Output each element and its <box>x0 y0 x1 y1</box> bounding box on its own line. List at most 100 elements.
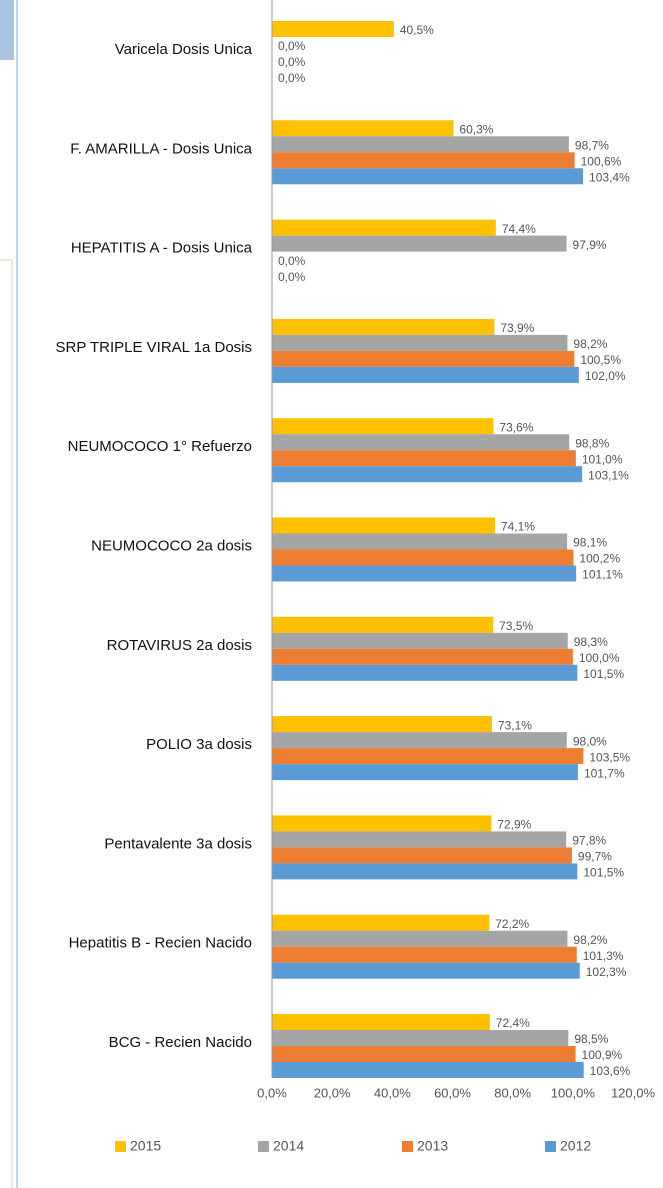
value-label: 101,1% <box>582 568 623 582</box>
value-label: 98,2% <box>573 337 607 351</box>
value-label: 101,0% <box>582 452 623 466</box>
bar <box>272 863 578 880</box>
value-label: 72,4% <box>496 1016 530 1030</box>
value-label: 100,2% <box>579 552 620 566</box>
x-tick-label: 100,0% <box>551 1085 596 1100</box>
bar <box>272 565 577 582</box>
side-panel <box>0 0 14 60</box>
value-label: 0,0% <box>278 254 306 268</box>
value-label: 73,6% <box>499 420 533 434</box>
bar <box>272 136 569 153</box>
bar <box>272 318 495 335</box>
legend-swatch <box>258 1141 269 1152</box>
value-label: 73,1% <box>498 718 532 732</box>
x-tick-label: 80,0% <box>494 1085 531 1100</box>
category-label: NEUMOCOCO 1° Refuerzo <box>68 438 252 455</box>
bar <box>272 120 454 137</box>
bar <box>272 1062 584 1078</box>
bar <box>272 549 574 566</box>
value-label: 103,5% <box>589 750 630 764</box>
category-label: POLIO 3a dosis <box>146 736 252 753</box>
value-label: 102,3% <box>586 965 627 979</box>
value-label: 97,8% <box>572 834 606 848</box>
legend-label: 2015 <box>130 1138 161 1154</box>
value-label: 98,2% <box>573 933 607 947</box>
bar <box>272 1046 576 1062</box>
value-label: 98,3% <box>574 635 608 649</box>
value-label: 73,9% <box>500 321 534 335</box>
bar <box>272 219 496 236</box>
category-label: NEUMOCOCO 2a dosis <box>91 537 252 554</box>
legend-label: 2013 <box>417 1138 448 1154</box>
value-label: 102,0% <box>585 369 626 383</box>
bar <box>272 533 568 550</box>
bar <box>272 334 568 351</box>
bar <box>272 616 494 633</box>
bar <box>272 21 394 37</box>
bar <box>272 847 572 864</box>
x-tick-label: 0,0% <box>257 1085 287 1100</box>
x-tick-label: 120,0% <box>611 1085 656 1100</box>
value-label: 0,0% <box>278 270 306 284</box>
value-label: 98,0% <box>573 734 607 748</box>
value-label: 100,5% <box>580 353 621 367</box>
value-label: 72,2% <box>495 917 529 931</box>
bar <box>272 732 567 749</box>
bar <box>272 831 567 848</box>
bar <box>272 716 492 733</box>
value-label: 0,0% <box>278 55 306 69</box>
legend-swatch <box>402 1141 413 1152</box>
value-label: 73,5% <box>499 619 533 633</box>
category-label: ROTAVIRUS 2a dosis <box>107 637 252 654</box>
bar <box>272 1030 569 1046</box>
bar <box>272 366 579 383</box>
bar <box>272 1014 490 1030</box>
legend-swatch <box>545 1141 556 1152</box>
value-label: 74,4% <box>502 222 536 236</box>
x-tick-label: 40,0% <box>374 1085 411 1100</box>
bar <box>272 235 567 252</box>
value-label: 99,7% <box>578 850 612 864</box>
bar <box>272 466 583 483</box>
bar <box>272 168 584 185</box>
bar <box>272 664 578 681</box>
bar <box>272 764 578 781</box>
value-label: 98,1% <box>573 536 607 550</box>
bar <box>272 648 573 665</box>
value-label: 101,7% <box>584 766 625 780</box>
bar <box>272 450 576 467</box>
category-label: Varicela Dosis Unica <box>115 41 253 58</box>
category-label: SRP TRIPLE VIRAL 1a Dosis <box>56 339 252 356</box>
value-label: 103,1% <box>588 468 629 482</box>
bar <box>272 748 584 765</box>
value-label: 100,6% <box>581 154 622 168</box>
x-tick-label: 60,0% <box>434 1085 471 1100</box>
value-label: 40,5% <box>400 23 434 37</box>
value-label: 74,1% <box>501 520 535 534</box>
value-label: 101,5% <box>583 866 624 880</box>
bar <box>272 418 494 435</box>
bar <box>272 434 570 451</box>
bar <box>272 152 575 169</box>
bar <box>272 632 568 649</box>
bar <box>272 962 580 979</box>
x-tick-label: 20,0% <box>314 1085 351 1100</box>
category-label: Pentavalente 3a dosis <box>104 835 252 852</box>
value-label: 97,9% <box>573 238 607 252</box>
value-label: 101,3% <box>583 949 624 963</box>
category-label: BCG - Recien Nacido <box>109 1034 252 1051</box>
category-label: HEPATITIS A - Dosis Unica <box>71 240 253 257</box>
value-label: 0,0% <box>278 71 306 85</box>
bar <box>272 350 575 367</box>
value-label: 100,9% <box>582 1048 623 1062</box>
value-label: 98,8% <box>575 436 609 450</box>
value-label: 103,4% <box>589 170 630 184</box>
bar <box>272 517 495 534</box>
value-label: 60,3% <box>459 122 493 136</box>
value-label: 0,0% <box>278 39 306 53</box>
legend-label: 2014 <box>273 1138 304 1154</box>
bar <box>272 946 577 963</box>
bar <box>272 930 568 947</box>
category-label: F. AMARILLA - Dosis Unica <box>70 140 252 157</box>
